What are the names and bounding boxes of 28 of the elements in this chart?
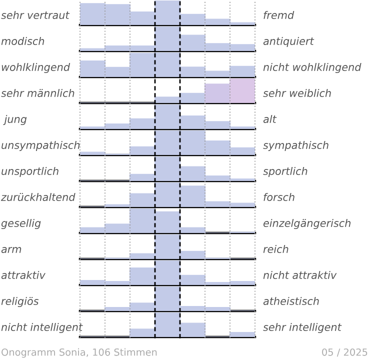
y2-axis-title: sehr intelligent [263,322,342,334]
y2-axis-title: sehr weiblich [263,88,331,98]
y2-axis-title: antiquiert [263,36,314,48]
y-axis-title: wohlklingend [2,62,70,74]
y2-axis-title: forsch [264,192,294,202]
y2-axis-title: sympathisch [263,140,328,152]
y2-axis-title: reich [263,244,288,254]
y2-axis-title: atheistisch [263,296,319,306]
y2-axis-title: nicht attraktiv [263,270,337,280]
y2-axis-title: einzelgängerisch [263,218,351,230]
text: Onogramm Sonia, 106 Stimmen [2,348,157,358]
y-axis-title: modisch [1,36,44,46]
text: 05 / 2025 [322,348,368,357]
y-axis-title: jung [3,114,27,126]
y-axis-title: unsympathisch [2,140,80,152]
y-axis-title: gesellig [1,218,41,230]
y2-axis-title: nicht wohlklingend [263,62,362,74]
y2-axis-title: alt [263,114,277,124]
y2-axis-title: fremd [264,10,294,20]
y-axis-title: sehr vertraut [1,10,70,20]
y-axis-title: religiös [1,296,39,308]
y-axis-title: zurückhaltend [0,192,76,202]
y-axis-title: sehr männlich [1,88,74,98]
y-axis-title: unsportlich [2,166,58,178]
y-axis-title: attraktiv [1,270,46,280]
y-axis-title: nicht intelligent [1,322,83,334]
y2-axis-title: sportlich [263,166,308,178]
y-axis-title: arm [1,247,22,254]
